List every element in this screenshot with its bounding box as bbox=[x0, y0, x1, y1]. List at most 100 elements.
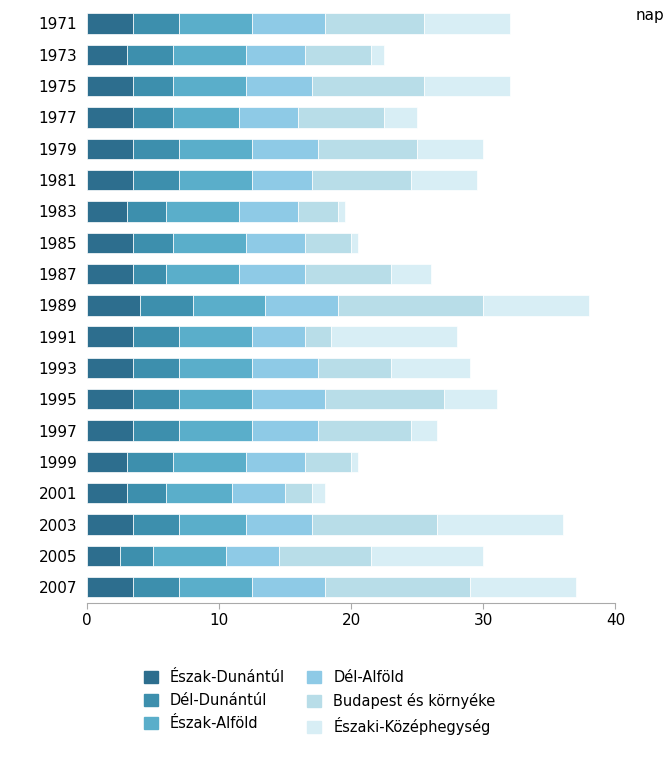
Bar bbox=[173, 76, 246, 96]
Bar bbox=[312, 515, 437, 535]
Bar bbox=[133, 170, 179, 190]
Bar bbox=[87, 577, 133, 598]
Bar bbox=[179, 577, 252, 598]
Bar bbox=[87, 170, 133, 190]
Bar bbox=[246, 515, 312, 535]
Bar bbox=[338, 201, 345, 222]
Bar bbox=[153, 546, 225, 566]
Bar bbox=[225, 546, 278, 566]
Bar bbox=[391, 264, 431, 284]
Bar bbox=[179, 358, 252, 378]
Bar bbox=[133, 138, 179, 159]
Bar bbox=[179, 421, 252, 441]
Bar bbox=[483, 295, 589, 315]
Bar bbox=[232, 483, 285, 503]
Bar bbox=[173, 107, 239, 128]
Bar bbox=[252, 389, 325, 410]
Bar bbox=[266, 295, 338, 315]
Bar bbox=[87, 421, 133, 441]
Bar bbox=[318, 138, 417, 159]
Bar bbox=[133, 233, 173, 253]
Bar bbox=[312, 483, 325, 503]
Bar bbox=[133, 389, 179, 410]
Bar bbox=[87, 451, 126, 472]
Bar bbox=[179, 389, 252, 410]
Bar bbox=[312, 170, 411, 190]
Bar bbox=[391, 358, 470, 378]
Bar bbox=[424, 76, 510, 96]
Bar bbox=[87, 138, 133, 159]
Bar bbox=[133, 515, 179, 535]
Bar bbox=[173, 45, 246, 65]
Bar bbox=[133, 358, 179, 378]
Bar bbox=[87, 483, 126, 503]
Bar bbox=[239, 107, 298, 128]
Bar bbox=[87, 264, 133, 284]
Bar bbox=[179, 138, 252, 159]
Bar bbox=[312, 76, 424, 96]
Bar bbox=[384, 107, 417, 128]
Bar bbox=[126, 483, 166, 503]
Bar bbox=[278, 546, 371, 566]
Bar bbox=[133, 421, 179, 441]
Bar bbox=[305, 326, 331, 347]
Bar bbox=[246, 76, 312, 96]
Bar bbox=[252, 138, 318, 159]
Bar bbox=[193, 295, 266, 315]
Text: nap: nap bbox=[636, 8, 664, 22]
Bar bbox=[318, 358, 391, 378]
Bar bbox=[325, 389, 444, 410]
Bar bbox=[252, 170, 312, 190]
Bar bbox=[305, 45, 371, 65]
Bar bbox=[239, 264, 305, 284]
Bar bbox=[179, 13, 252, 33]
Bar bbox=[252, 421, 318, 441]
Bar bbox=[87, 201, 126, 222]
Bar bbox=[417, 138, 484, 159]
Bar bbox=[246, 233, 305, 253]
Bar bbox=[305, 233, 351, 253]
Bar bbox=[179, 515, 246, 535]
Bar bbox=[338, 295, 483, 315]
Bar bbox=[87, 107, 133, 128]
Bar bbox=[411, 170, 477, 190]
Bar bbox=[371, 546, 483, 566]
Bar bbox=[424, 13, 510, 33]
Bar bbox=[87, 45, 126, 65]
Bar bbox=[351, 233, 358, 253]
Bar bbox=[305, 264, 391, 284]
Bar bbox=[166, 483, 232, 503]
Bar bbox=[411, 421, 437, 441]
Bar bbox=[87, 295, 140, 315]
Bar bbox=[444, 389, 496, 410]
Bar bbox=[87, 233, 133, 253]
Bar bbox=[87, 389, 133, 410]
Bar bbox=[133, 577, 179, 598]
Bar bbox=[126, 45, 173, 65]
Bar bbox=[252, 577, 325, 598]
Bar bbox=[331, 326, 457, 347]
Bar bbox=[133, 76, 173, 96]
Bar bbox=[87, 76, 133, 96]
Bar bbox=[252, 13, 325, 33]
Bar bbox=[133, 107, 173, 128]
Legend: Észak-Dunántúl, Dél-Dunántúl, Észak-Alföld, Dél-Alföld, Budapest és környéke, És: Észak-Dunántúl, Dél-Dunántúl, Észak-Alfö… bbox=[144, 669, 495, 735]
Bar bbox=[470, 577, 576, 598]
Bar bbox=[246, 45, 305, 65]
Bar bbox=[87, 546, 120, 566]
Bar bbox=[87, 358, 133, 378]
Bar bbox=[246, 451, 305, 472]
Bar bbox=[239, 201, 298, 222]
Bar bbox=[371, 45, 384, 65]
Bar bbox=[87, 13, 133, 33]
Bar bbox=[87, 326, 133, 347]
Bar bbox=[173, 451, 246, 472]
Bar bbox=[166, 264, 239, 284]
Bar bbox=[166, 201, 239, 222]
Bar bbox=[87, 515, 133, 535]
Bar bbox=[351, 451, 358, 472]
Bar bbox=[179, 170, 252, 190]
Bar bbox=[285, 483, 312, 503]
Bar bbox=[133, 264, 167, 284]
Bar bbox=[120, 546, 153, 566]
